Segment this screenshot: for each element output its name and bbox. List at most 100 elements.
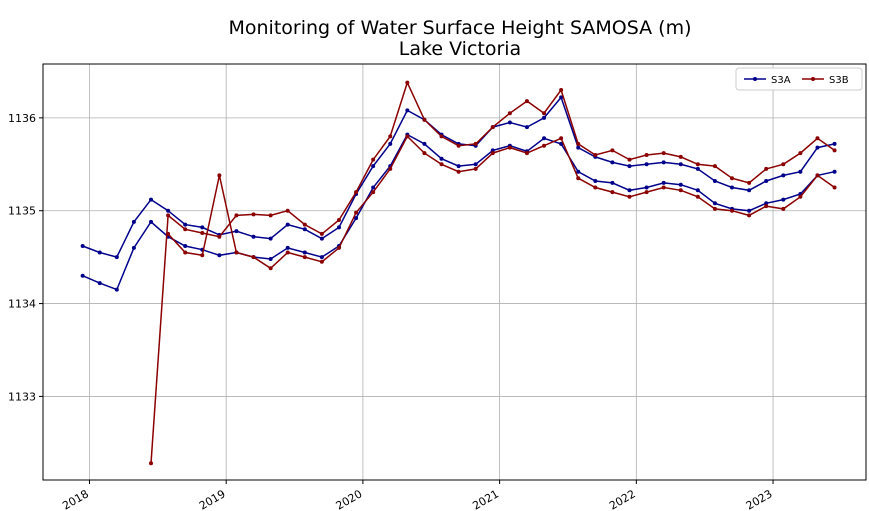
data-point <box>490 125 495 130</box>
data-point <box>712 179 717 183</box>
data-point <box>97 281 102 286</box>
legend-label: S3B <box>829 75 849 86</box>
data-point <box>747 180 752 185</box>
data-point <box>422 151 427 156</box>
data-point <box>183 244 188 248</box>
data-point <box>354 190 359 195</box>
data-point <box>815 136 820 141</box>
legend-box <box>735 67 863 91</box>
data-point <box>593 185 598 190</box>
data-point <box>627 157 632 162</box>
data-point <box>268 257 273 261</box>
data-point <box>627 194 632 199</box>
x-tick-label: 2020 <box>334 487 365 511</box>
data-point <box>422 141 427 146</box>
data-point <box>405 108 410 113</box>
data-point <box>490 151 495 156</box>
data-point <box>251 234 256 239</box>
data-point <box>149 197 154 202</box>
data-point <box>524 125 529 130</box>
data-point <box>456 164 461 169</box>
data-point <box>576 169 581 174</box>
data-point <box>576 145 581 150</box>
data-point <box>302 255 307 260</box>
data-point <box>234 250 239 255</box>
data-point <box>166 231 171 236</box>
data-point <box>336 225 341 230</box>
legend-marker <box>811 77 815 81</box>
data-point <box>559 95 564 100</box>
series-line <box>82 133 835 291</box>
data-point <box>97 250 102 255</box>
data-point <box>610 190 615 195</box>
data-point <box>490 148 495 153</box>
plot-frame <box>42 63 867 481</box>
data-point <box>302 227 307 232</box>
data-point <box>319 255 324 260</box>
data-point <box>336 218 341 222</box>
data-point <box>217 173 222 178</box>
data-point <box>302 222 307 227</box>
data-point <box>473 166 478 171</box>
x-tick-label: 2019 <box>197 487 228 511</box>
data-point <box>285 208 290 213</box>
data-point <box>268 266 273 271</box>
data-point <box>764 204 769 209</box>
data-point <box>439 156 444 161</box>
data-point <box>217 234 222 239</box>
data-point <box>354 216 359 221</box>
data-point <box>234 229 239 234</box>
data-point <box>644 153 649 157</box>
data-point <box>200 225 205 230</box>
data-point <box>131 219 136 224</box>
data-point <box>131 245 136 250</box>
data-point <box>593 179 598 183</box>
data-point <box>80 273 85 278</box>
data-point <box>832 141 837 146</box>
data-point <box>439 162 444 167</box>
data-point <box>661 151 666 156</box>
data-point <box>285 250 290 255</box>
data-point <box>730 185 735 190</box>
data-point <box>507 111 512 116</box>
data-point <box>371 185 376 190</box>
data-point <box>712 206 717 211</box>
data-point <box>524 99 529 104</box>
data-point <box>559 88 564 92</box>
data-point <box>542 111 547 116</box>
data-point <box>542 143 547 148</box>
data-point <box>149 219 154 224</box>
data-point <box>507 145 512 150</box>
data-point <box>747 208 752 213</box>
data-point <box>542 115 547 120</box>
data-point <box>781 162 786 167</box>
y-tick-label: 1135 <box>8 205 36 218</box>
data-point <box>183 227 188 232</box>
x-tick-label: 2022 <box>607 487 638 511</box>
data-point <box>285 245 290 250</box>
data-point <box>712 201 717 206</box>
data-point <box>661 160 666 165</box>
data-point <box>559 141 564 146</box>
data-point <box>166 213 171 218</box>
data-point <box>695 166 700 171</box>
data-point <box>678 188 683 193</box>
series-line <box>167 135 836 270</box>
data-point <box>815 173 820 178</box>
legend-label: S3A <box>771 75 791 86</box>
data-point <box>251 212 256 217</box>
data-point <box>644 190 649 195</box>
data-point <box>456 143 461 148</box>
data-point <box>473 141 478 146</box>
data-point <box>542 136 547 141</box>
data-point <box>695 188 700 193</box>
data-point <box>507 120 512 125</box>
data-point <box>678 154 683 159</box>
data-point <box>610 180 615 185</box>
y-tick-label: 1136 <box>8 112 36 125</box>
data-point <box>319 231 324 236</box>
data-point <box>422 117 427 122</box>
data-point <box>798 151 803 156</box>
data-point <box>712 164 717 169</box>
data-point <box>661 185 666 190</box>
